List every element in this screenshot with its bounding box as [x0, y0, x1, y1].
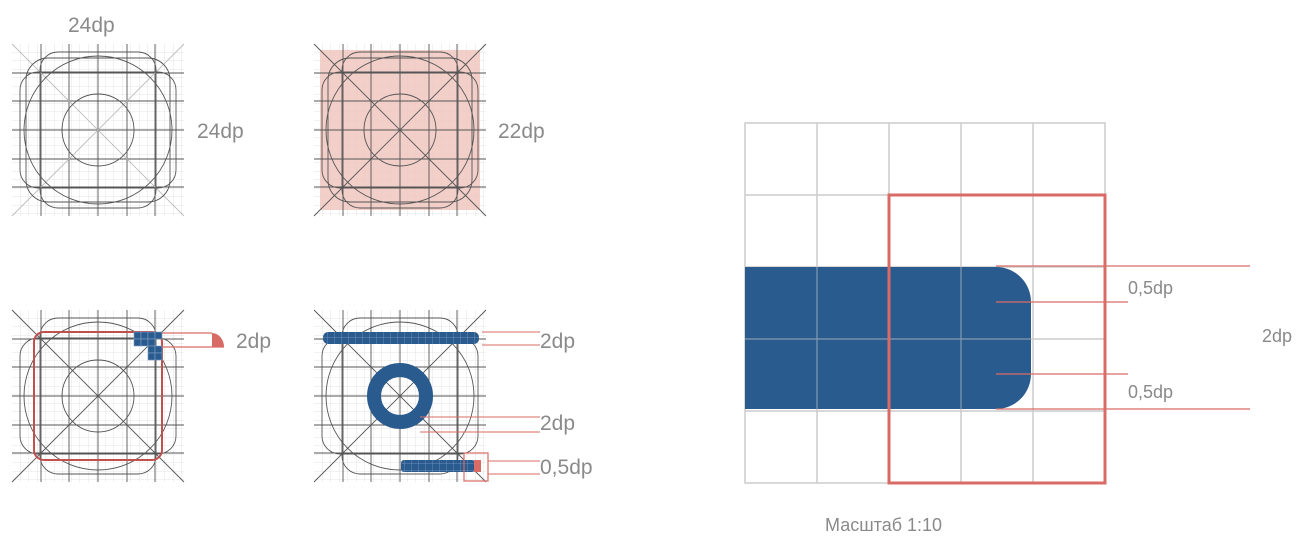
- side-size-label-24dp: 24dp: [197, 120, 244, 143]
- zoomed-callout-lines: [996, 265, 1250, 410]
- zoomed-lower-radius-label: 0,5dp: [1128, 382, 1173, 402]
- zoomed-total-label: 2dp: [1262, 326, 1292, 346]
- bar-stroke-label: 2dp: [540, 330, 575, 353]
- scale-caption: Масштаб 1:10: [825, 515, 942, 535]
- stroke-callout-lines: [420, 331, 540, 475]
- side-size-label-22dp: 22dp: [498, 120, 545, 143]
- corner-radius-panel: [11, 309, 185, 483]
- zoomed-keyline-box: [887, 193, 1107, 485]
- zoomed-pixel-grid: [744, 122, 1107, 485]
- stroke-width-panel: [313, 309, 489, 483]
- top-size-label: 24dp: [68, 14, 115, 37]
- corner-callout: [162, 332, 224, 348]
- icon-grid-24dp-panel: [11, 43, 185, 217]
- zoomed-upper-radius-label: 0,5dp: [1128, 278, 1173, 298]
- icon-grid-22dp-panel: [313, 43, 487, 217]
- corner-size-label: 2dp: [236, 330, 271, 353]
- detail-stroke-label: 0,5dp: [540, 456, 593, 479]
- ring-stroke-label: 2dp: [540, 412, 575, 435]
